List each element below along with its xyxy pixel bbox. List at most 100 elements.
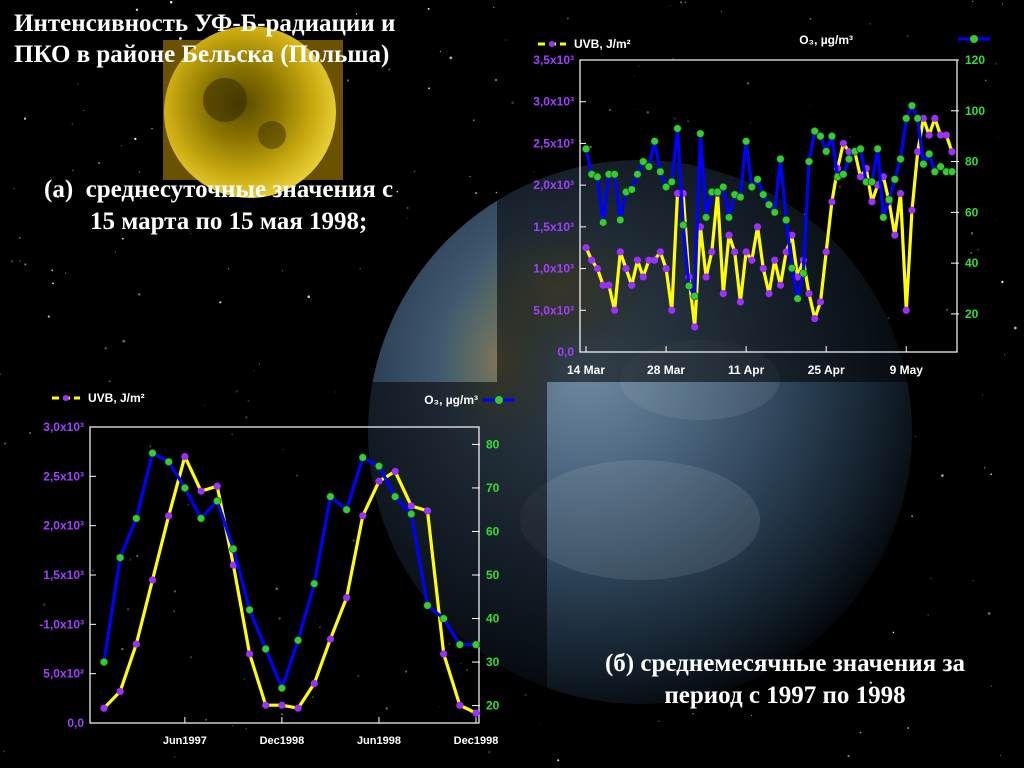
star — [493, 6, 495, 8]
daily-ozone-point — [644, 162, 654, 171]
daily-uvb-point — [605, 281, 613, 289]
daily-ozone-point — [816, 132, 825, 141]
monthly-y-right-tick-label: 30 — [486, 655, 500, 669]
monthly-x-tick-label: Dec1998 — [454, 735, 499, 747]
monthly-uvb-point — [456, 701, 464, 709]
monthly-uvb-point — [391, 467, 399, 475]
star — [259, 363, 261, 365]
caption-daily-text-2: 15 марта по 15 мая 1998; — [90, 208, 368, 235]
sun-image — [163, 26, 343, 198]
daily-ozone-point — [764, 200, 774, 209]
monthly-ozone-point — [374, 462, 384, 471]
star — [1002, 3, 1003, 5]
daily-y-right-tick-label: 100 — [965, 104, 985, 118]
daily-ozone-point — [776, 154, 785, 164]
star — [413, 170, 416, 173]
monthly-ozone-point — [471, 640, 481, 649]
monthly-y-right-tick-label: 80 — [486, 437, 500, 451]
daily-ozone-point — [839, 170, 848, 179]
star — [139, 197, 142, 200]
daily-y-left-axis: 0,0 5,0x10³ 1,0x10³ 1,5x10³ 2,0x10³ 2,5x10³ 3,… — [533, 53, 586, 359]
monthly-uvb-point — [165, 512, 173, 520]
monthly-uvb-point — [343, 594, 351, 602]
daily-ozone-point — [913, 114, 922, 123]
daily-uvb-point — [645, 256, 653, 264]
daily-uvb-point — [891, 231, 899, 239]
star — [228, 268, 230, 270]
daily-ozone-point — [804, 157, 814, 166]
daily-uvb-point — [593, 264, 602, 273]
daily-ozone-point — [599, 218, 608, 227]
star — [930, 577, 932, 580]
daily-uvb-point — [702, 273, 710, 281]
daily-ozone-point — [799, 269, 808, 278]
monthly-ozone-point — [439, 614, 448, 623]
daily-uvb-point — [811, 315, 819, 323]
daily-ozone-point — [690, 292, 699, 301]
monthly-uvb-point — [148, 576, 157, 584]
star — [847, 754, 850, 758]
monthly-ozone-point — [213, 496, 222, 506]
star — [428, 87, 431, 90]
star — [47, 315, 50, 318]
daily-ozone-point — [627, 185, 636, 194]
daily-uvb-point — [616, 248, 624, 256]
star — [169, 1, 173, 4]
monthly-ozone-point — [196, 514, 206, 523]
star — [97, 161, 101, 165]
monthly-ozone-point — [116, 553, 125, 562]
daily-y-left-tick-label: 2,5x10³ — [533, 136, 574, 150]
daily-ozone-point — [936, 162, 945, 171]
star — [972, 0, 974, 3]
daily-ozone-point — [747, 182, 756, 192]
star — [1004, 354, 1006, 356]
monthly-x-tick-label: Jun1997 — [163, 735, 207, 747]
monthly-ozone-series — [99, 449, 481, 693]
monthly-y-left-tick-label: 5,0x10² — [43, 667, 84, 681]
daily-uvb-point — [942, 131, 950, 139]
daily-y-left-tick-label: 2,0x10³ — [533, 178, 574, 192]
star — [138, 171, 141, 173]
monthly-ozone-point — [455, 640, 464, 649]
monthly-y-left-tick-label: 2,5x10³ — [43, 469, 84, 483]
daily-ozone-point — [753, 175, 762, 184]
star — [151, 127, 153, 130]
daily-y-left-tick-label: 0,0 — [557, 345, 574, 359]
daily-ozone-point — [719, 182, 728, 192]
star — [869, 681, 873, 684]
daily-uvb-point — [588, 256, 596, 264]
monthly-uvb-point — [245, 650, 254, 658]
star — [368, 191, 370, 194]
daily-ozone-point — [736, 193, 745, 202]
daily-ozone-point — [650, 137, 659, 146]
daily-ozone-point — [856, 144, 865, 153]
monthly-ozone-point — [277, 684, 287, 693]
daily-ozone-point — [633, 170, 642, 179]
monthly-y-right-axis: 20 30 40 50 60 70 80 — [472, 437, 500, 713]
star — [658, 720, 660, 722]
daily-ozone-point — [581, 144, 591, 153]
caption-monthly: (б) среднемесячные значения за период с … — [604, 650, 965, 709]
monthly-uvb-point — [116, 687, 124, 696]
daily-uvb-point — [708, 248, 716, 256]
monthly-x-tick-label: Dec1998 — [260, 735, 305, 747]
star — [495, 191, 498, 194]
daily-uvb-point — [736, 298, 745, 306]
star — [449, 56, 453, 60]
daily-uvb-point — [868, 198, 876, 206]
daily-ozone-point — [673, 124, 682, 133]
star — [684, 1, 686, 3]
monthly-chart: UVB, J/m² O₃, µg/m³ 0,0 5,0x10² -1,0x10³ 1,… — [39, 391, 515, 747]
monthly-uvb-point — [294, 704, 302, 712]
star — [680, 1, 682, 4]
daily-uvb-point — [610, 306, 619, 314]
star — [19, 260, 21, 262]
monthly-ozone-point — [180, 483, 189, 493]
star — [406, 207, 409, 209]
daily-uvb-point — [628, 281, 636, 289]
daily-ozone-point — [827, 132, 837, 141]
star — [750, 715, 752, 717]
monthly-uvb-point — [472, 709, 480, 717]
monthly-y-left-tick-label: 3,0x10³ — [43, 420, 84, 434]
daily-ozone-point — [616, 215, 625, 225]
